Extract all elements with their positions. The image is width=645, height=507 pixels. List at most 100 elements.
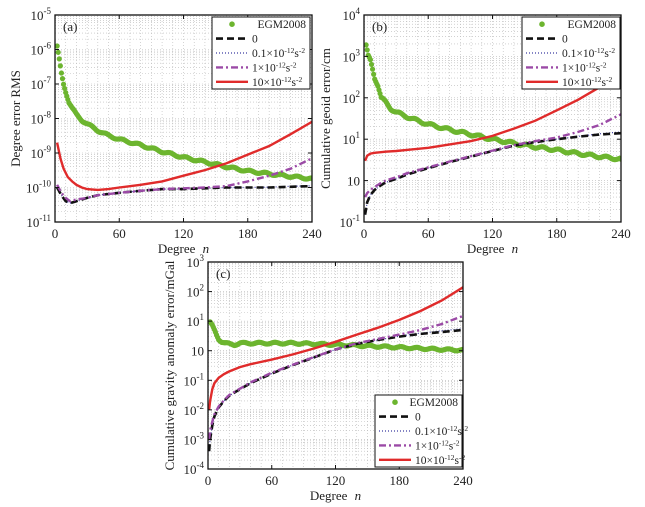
y-tick-base: 10 xyxy=(31,43,44,58)
legend-item-zero: 0 xyxy=(216,34,258,46)
legend-unit: s xyxy=(604,48,609,60)
legend-marker-egm xyxy=(392,399,398,406)
series-0 xyxy=(208,328,463,452)
y-tick-base: 10 xyxy=(187,285,200,300)
legend-label: 1×10-12s-2 xyxy=(415,438,460,452)
y-tick-label: 102 xyxy=(187,283,205,300)
series-10e-12 xyxy=(364,71,621,162)
legend-unit: s xyxy=(602,77,607,89)
x-tick-label: 240 xyxy=(453,473,473,488)
legend-item-s01: 0.1×10-12s-2 xyxy=(379,424,468,438)
legend-box xyxy=(521,16,621,90)
legend-unit: s xyxy=(294,48,299,60)
legend-exp2: -2 xyxy=(299,46,305,55)
x-tick-label: 60 xyxy=(265,473,278,488)
x-axis-label-text: Degree xyxy=(467,241,508,256)
legend-exp2: -2 xyxy=(606,75,612,84)
legend-label: 0.1×10-12s-2 xyxy=(252,46,305,60)
legend-label: 1×10-12s-2 xyxy=(252,60,297,74)
legend-exp2: -2 xyxy=(459,453,465,462)
legend-item-egm: EGM2008 xyxy=(392,397,458,409)
y-tick-base: 10 xyxy=(26,181,39,196)
grid xyxy=(208,262,463,469)
legend-coef: 0.1×10 xyxy=(562,48,595,60)
series-1e-12 xyxy=(208,314,463,440)
legend-item-s10: 10×10-12s-2 xyxy=(379,453,465,467)
legend-label: EGM2008 xyxy=(567,19,616,31)
legend-box xyxy=(374,394,463,468)
y-tick-exp: 4 xyxy=(356,6,361,16)
egm2008-marker xyxy=(55,43,60,49)
x-axis-label-var: n xyxy=(203,241,210,256)
y-tick-label: 10-10 xyxy=(26,179,51,196)
y-tick-label: 103 xyxy=(187,253,205,270)
series-group xyxy=(364,42,621,215)
y-tick-base: 10 xyxy=(31,146,44,161)
y-tick-base: 10 xyxy=(340,215,353,230)
y-tick-base: 10 xyxy=(347,174,360,189)
legend-label: 0 xyxy=(562,34,568,46)
egm2008-marker xyxy=(59,76,66,82)
y-axis-label: Cumulative geoid error/cm xyxy=(318,48,333,189)
y-tick-base: 10 xyxy=(184,373,197,388)
legend-exp1: -12 xyxy=(586,60,596,69)
x-tick-label: 240 xyxy=(302,226,322,241)
legend-exp1: -12 xyxy=(447,424,457,433)
legend-label: 0.1×10-12s-2 xyxy=(562,46,615,60)
series-10e-12 xyxy=(208,286,463,411)
legend-marker-egm xyxy=(229,21,235,28)
legend-unit: s xyxy=(457,426,462,438)
y-tick-label: 102 xyxy=(343,89,361,106)
y-tick-base: 10 xyxy=(31,77,44,92)
y-tick-exp: -1 xyxy=(197,371,205,381)
y-axis-label: Cumulative gravity anomaly error/mGal xyxy=(162,260,177,470)
legend-unit: s xyxy=(449,440,454,452)
y-tick-base: 10 xyxy=(31,8,44,23)
x-tick-label: 120 xyxy=(326,473,346,488)
y-tick-exp: -5 xyxy=(44,6,52,16)
y-tick-label: 10-8 xyxy=(31,110,52,127)
y-tick-exp: -10 xyxy=(39,179,51,189)
egm2008-marker xyxy=(57,63,63,69)
legend-exp2: -2 xyxy=(453,438,459,447)
egm2008-marker xyxy=(364,47,370,53)
x-tick-label: 240 xyxy=(611,226,631,241)
y-tick-exp: -4 xyxy=(197,460,205,470)
egm2008-marker xyxy=(55,49,61,55)
x-tick-label: 180 xyxy=(390,473,410,488)
legend-exp2: -2 xyxy=(609,46,615,55)
y-tick-exp: -8 xyxy=(44,110,52,120)
y-tick-label: 10-6 xyxy=(31,41,52,58)
y-tick-exp: -11 xyxy=(39,213,51,223)
legend-label: 0 xyxy=(252,34,258,46)
y-tick-base: 10 xyxy=(26,215,39,230)
series-group xyxy=(208,286,463,452)
egm2008-marker xyxy=(62,85,68,92)
y-tick-exp: -7 xyxy=(44,75,52,85)
x-tick-label: 120 xyxy=(483,226,503,241)
legend-exp2: -2 xyxy=(296,75,302,84)
y-tick-base: 10 xyxy=(184,462,197,477)
x-tick-label: 0 xyxy=(205,473,212,488)
legend-item-s01: 0.1×10-12s-2 xyxy=(216,46,305,60)
y-tick-exp: 1 xyxy=(200,312,205,322)
series-group xyxy=(55,43,312,205)
y-tick-exp: -1 xyxy=(353,213,361,223)
legend-item-zero: 0 xyxy=(526,34,568,46)
y-tick-exp: 2 xyxy=(200,283,205,293)
legend-item-s10: 10×10-12s-2 xyxy=(526,75,612,89)
legend-label: 10×10-12s-2 xyxy=(562,75,612,89)
legend-coef: 10×10 xyxy=(562,77,592,89)
y-tick-exp: 2 xyxy=(356,89,361,99)
y-tick-base: 10 xyxy=(343,8,356,23)
y-tick-exp: -2 xyxy=(197,401,205,411)
legend-exp1: -12 xyxy=(445,453,455,462)
y-tick-label: 101 xyxy=(343,130,361,147)
y-tick-label: 10-11 xyxy=(26,213,51,230)
chart-panel-c: 0 60 120 180 24010-410-310-210-110101102103D… xyxy=(162,253,473,503)
legend-unit: s xyxy=(455,455,460,467)
legend-exp2: -2 xyxy=(600,60,606,69)
y-tick-label: 10-2 xyxy=(184,401,205,418)
y-tick-base: 10 xyxy=(187,255,200,270)
